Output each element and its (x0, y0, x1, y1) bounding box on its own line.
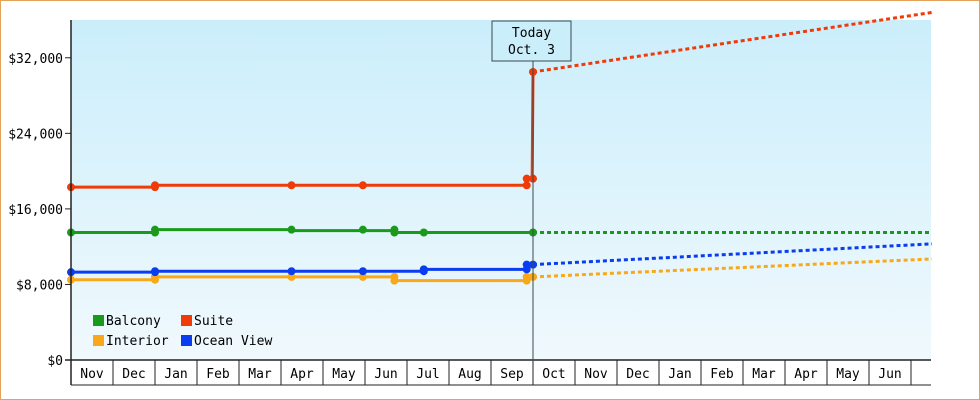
x-tick-label-16: Mar (752, 367, 776, 382)
y-tick-label-3: $24,000 (8, 127, 63, 142)
legend-label-0: Balcony (106, 314, 161, 329)
y-tick-label-4: $32,000 (8, 52, 63, 67)
plot-area (71, 20, 931, 360)
today-label-line2: Oct. 3 (508, 43, 555, 58)
series-point-0-7 (419, 228, 428, 237)
x-tick-label-8: Jul (416, 367, 439, 382)
series-point-2-6 (390, 276, 399, 285)
legend-swatch-0 (93, 315, 104, 326)
legend-swatch-1 (181, 315, 192, 326)
today-marker: Today Oct. 3 (491, 20, 572, 361)
series-point-3-2 (151, 267, 159, 276)
series-point-0-4 (358, 225, 367, 234)
legend-swatch-3 (181, 335, 192, 346)
series-point-2-8 (522, 272, 531, 281)
x-tick-label-2: Jan (164, 367, 187, 382)
legend-label-1: Suite (194, 314, 233, 329)
series-point-0-6 (390, 228, 399, 237)
x-tick-label-14: Jan (668, 367, 691, 382)
x-tick-label-9: Aug (458, 367, 481, 382)
y-tick-label-1: $8,000 (16, 278, 63, 293)
series-projection-1 (532, 10, 933, 74)
x-tick-label-6: May (332, 367, 356, 382)
today-label-box (491, 20, 572, 62)
series-point-3-4 (358, 267, 367, 276)
series-point-3-8 (522, 260, 531, 269)
x-tick-label-1: Dec (122, 367, 145, 382)
y-tick-label-2: $16,000 (8, 203, 63, 218)
x-tick-label-7: Jun (374, 367, 397, 382)
x-tick-label-11: Oct (542, 367, 565, 382)
x-tick-label-17: Apr (794, 367, 818, 382)
x-tick-label-5: Apr (290, 367, 314, 382)
series-point-1-4 (358, 181, 367, 190)
series-point-1-3 (287, 181, 296, 190)
x-tick-label-13: Dec (626, 367, 649, 382)
series-point-2-3 (287, 272, 296, 281)
x-tick-label-0: Nov (80, 367, 104, 382)
series-point-1-6 (522, 174, 531, 183)
series-projection-3 (532, 242, 933, 267)
x-tick-label-15: Feb (710, 367, 734, 382)
series-point-1-5 (522, 181, 531, 190)
x-tick-label-3: Feb (206, 367, 230, 382)
legend: Balcony Suite Interior Ocean View (93, 314, 272, 349)
series-group (67, 10, 933, 285)
y-tick-label-0: $0 (47, 354, 63, 369)
axes-group: $0 $8,000 $16,000 $24,000 $32,000 Nov Dec Jan Fe… (8, 20, 931, 386)
legend-label-3: Ocean View (194, 334, 272, 349)
series-point-1-2 (151, 181, 159, 190)
x-tick-label-4: Mar (248, 367, 272, 382)
x-tick-label-12: Nov (584, 367, 608, 382)
series-point-2-4 (358, 272, 367, 281)
legend-swatch-2 (93, 335, 104, 346)
series-point-3-3 (287, 267, 296, 276)
today-label-line1: Today (512, 26, 551, 41)
x-tick-label-19: Jun (878, 367, 901, 382)
legend-label-2: Interior (106, 334, 169, 349)
x-tick-label-18: May (836, 367, 860, 382)
series-point-0-3 (287, 225, 296, 234)
series-point-0-2 (151, 225, 159, 234)
x-tick-label-10: Sep (500, 367, 524, 382)
series-projection-2 (532, 257, 933, 279)
series-point-3-6 (419, 265, 428, 274)
